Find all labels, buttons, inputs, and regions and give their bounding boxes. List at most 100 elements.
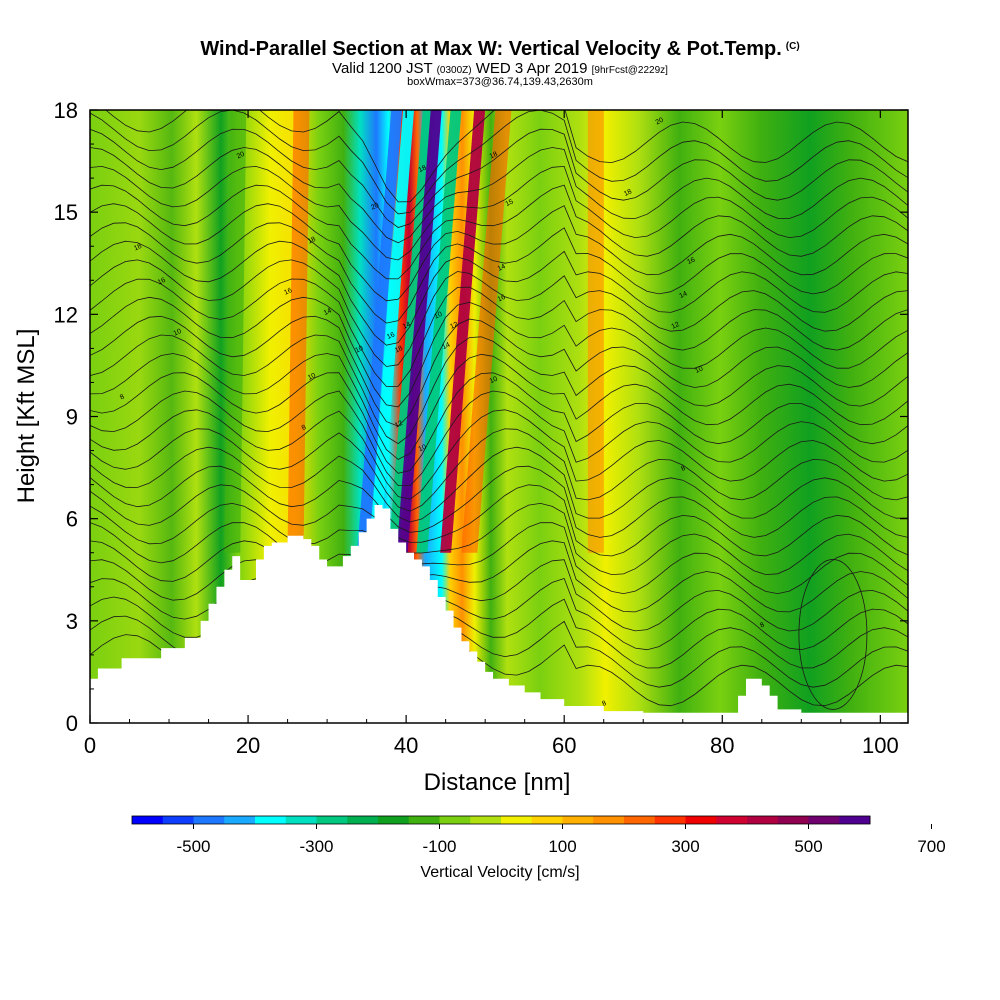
contour-label-1: 18 bbox=[133, 243, 143, 253]
contour-label-31: 10 bbox=[694, 365, 704, 375]
x-tick-label-1: 20 bbox=[236, 733, 260, 758]
contour-label-34: 8 bbox=[601, 700, 608, 708]
theta-contour-8 bbox=[90, 484, 908, 557]
colorbar-swatch-14 bbox=[562, 816, 594, 824]
x-tick-label-5: 100 bbox=[862, 733, 899, 758]
x-tick-label-2: 40 bbox=[394, 733, 418, 758]
colorbar-swatch-20 bbox=[747, 816, 779, 824]
contour-label-30: 12 bbox=[670, 321, 680, 331]
contour-label-17: 10 bbox=[433, 311, 443, 321]
theta-contour-17 bbox=[90, 315, 908, 427]
colorbar-tick-label-2: -100 bbox=[422, 837, 456, 856]
theta-contour-7 bbox=[90, 502, 908, 576]
colorbar-swatch-19 bbox=[716, 816, 748, 824]
theta-contour-28 bbox=[90, 110, 908, 215]
colorbar-tick-label-1: -300 bbox=[299, 837, 333, 856]
contour-label-10: 10 bbox=[354, 345, 364, 355]
colorbar-tick-label-6: 700 bbox=[917, 837, 945, 856]
y-axis-label: Height [Kft MSL] bbox=[13, 329, 40, 504]
colorbar-swatch-2 bbox=[193, 816, 225, 824]
colorbar-frame bbox=[131, 815, 871, 825]
valid-time-line: Valid 1200 JST (0300Z) WED 3 Apr 2019 [9… bbox=[0, 60, 1000, 77]
contour-label-28: 16 bbox=[686, 256, 696, 266]
colorbar-tick-label-3: 100 bbox=[548, 837, 576, 856]
theta-contour-12 bbox=[90, 409, 908, 500]
x-axis-label: Distance [nm] bbox=[424, 769, 571, 796]
colorbar-swatch-4 bbox=[255, 816, 287, 824]
theta-contour-closed bbox=[798, 559, 868, 710]
y-tick-label-3: 9 bbox=[66, 405, 78, 430]
colorbar-swatch-9 bbox=[408, 816, 440, 824]
colorbar-swatch-15 bbox=[593, 816, 625, 824]
colorbar-swatch-1 bbox=[162, 816, 194, 824]
theta-contour-26 bbox=[90, 147, 908, 244]
colorbar-tick-label-0: -500 bbox=[176, 837, 210, 856]
copyright-mark: (C) bbox=[785, 41, 800, 52]
velocity-band-8 bbox=[224, 110, 247, 553]
terrain-mask bbox=[90, 505, 908, 723]
contour-label-3: 10 bbox=[173, 328, 183, 338]
colorbar-swatch-18 bbox=[685, 816, 717, 824]
contour-label-33: 8 bbox=[759, 622, 766, 630]
colorbar-swatch-17 bbox=[654, 816, 686, 824]
colorbar-swatch-21 bbox=[777, 816, 809, 824]
contour-label-11: 20 bbox=[370, 202, 380, 212]
y-tick-label-4: 12 bbox=[54, 302, 78, 327]
contour-label-26: 20 bbox=[655, 117, 665, 127]
contour-label-0: 8 bbox=[119, 393, 126, 401]
velocity-band-0 bbox=[357, 110, 403, 553]
velocity-band-6 bbox=[461, 110, 512, 553]
colorbar-swatch-22 bbox=[808, 816, 840, 824]
box-info: boxWmax=373@36.74,139.43,2630m bbox=[407, 76, 593, 88]
theta-contour-27 bbox=[90, 128, 908, 228]
colorbar-swatch-8 bbox=[378, 816, 410, 824]
contour-label-19: 14 bbox=[441, 341, 451, 351]
theta-contour-19 bbox=[90, 278, 908, 387]
x-tick-label-4: 80 bbox=[710, 733, 734, 758]
valid-prefix: Valid 1200 JST bbox=[332, 60, 433, 77]
colorbar-swatch-7 bbox=[347, 816, 379, 824]
contour-label-8: 10 bbox=[307, 372, 317, 382]
chart-title: Wind-Parallel Section at Max W: Vertical… bbox=[200, 38, 800, 60]
contour-label-9: 8 bbox=[301, 424, 308, 432]
colorbar-label: Vertical Velocity [cm/s] bbox=[420, 864, 580, 881]
theta-contour-24 bbox=[90, 184, 908, 280]
velocity-band-5 bbox=[440, 110, 486, 553]
contour-label-7: 14 bbox=[323, 307, 333, 317]
x-tick-label-0: 0 bbox=[84, 733, 96, 758]
theta-contour-5 bbox=[90, 540, 908, 613]
contour-label-4: 20 bbox=[236, 151, 246, 161]
valid-date: WED 3 Apr 2019 bbox=[475, 60, 588, 77]
velocity-band-9 bbox=[587, 110, 604, 553]
contour-label-13: 14 bbox=[402, 321, 412, 331]
valid-utc: (0300Z) bbox=[436, 65, 472, 76]
theta-contour-18 bbox=[90, 296, 908, 408]
contour-label-18: 12 bbox=[449, 321, 459, 331]
colorbar-swatch-23 bbox=[839, 816, 871, 824]
y-tick-label-0: 0 bbox=[66, 711, 78, 736]
theta-contour-21 bbox=[90, 240, 908, 346]
velocity-band-3 bbox=[396, 110, 442, 553]
colorbar-swatch-11 bbox=[470, 816, 502, 824]
contour-label-6: 16 bbox=[283, 287, 293, 297]
colorbar-swatch-12 bbox=[501, 816, 533, 824]
velocity-band-1 bbox=[369, 110, 415, 553]
colorbar-swatch-3 bbox=[224, 816, 256, 824]
theta-contour-25 bbox=[90, 165, 908, 261]
theta-contour-14 bbox=[90, 372, 908, 474]
colorbar-swatch-13 bbox=[531, 816, 563, 824]
theta-contour-20 bbox=[90, 259, 908, 367]
contour-label-29: 14 bbox=[678, 290, 688, 300]
theta-contour-15 bbox=[90, 353, 908, 460]
colorbar-tick-label-5: 500 bbox=[794, 837, 822, 856]
contour-label-5: 18 bbox=[307, 236, 317, 246]
theta-contour-29 bbox=[105, 110, 908, 203]
y-tick-label-5: 15 bbox=[54, 200, 78, 225]
contour-label-27: 18 bbox=[623, 188, 633, 198]
contour-label-12: 16 bbox=[386, 331, 396, 341]
contour-label-20: 10 bbox=[418, 444, 428, 454]
forecast-info: [9hrFcst@2229z] bbox=[591, 65, 668, 76]
theta-contour-22 bbox=[90, 222, 908, 324]
theta-contour-9 bbox=[90, 465, 908, 538]
